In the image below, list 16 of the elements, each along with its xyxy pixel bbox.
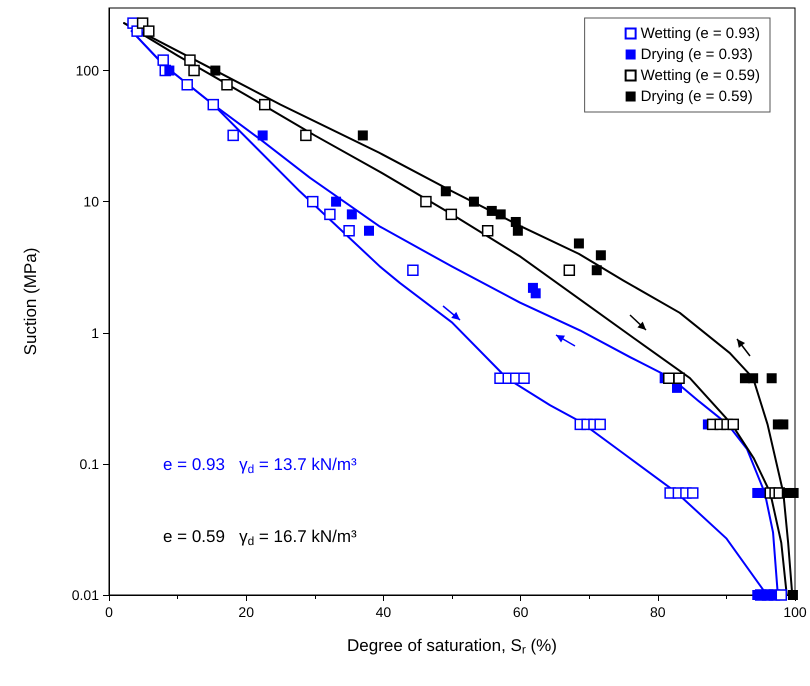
x-tick-label: 100	[783, 604, 807, 620]
y-tick-label: 0.01	[72, 587, 100, 603]
y-tick-label: 100	[76, 62, 100, 79]
x-tick-label: 0	[105, 604, 114, 620]
legend-label: Drying (e = 0.93)	[640, 46, 753, 63]
legend-label: Drying (e = 0.59)	[640, 88, 753, 105]
x-tick-label: 60	[512, 604, 529, 620]
x-tick-label: 20	[238, 604, 254, 620]
y-tick-label: 0.1	[80, 456, 100, 472]
x-tick-label: 40	[376, 604, 392, 620]
y-tick-label: 1	[91, 324, 100, 341]
x-tick-label: 80	[650, 604, 666, 620]
y-tick-label: 10	[83, 194, 100, 210]
legend-label: Wetting (e = 0.59)	[640, 67, 760, 84]
y-axis-title: Suction (MPa)	[21, 248, 40, 356]
legend-label: Wetting (e = 0.93)	[640, 25, 760, 42]
